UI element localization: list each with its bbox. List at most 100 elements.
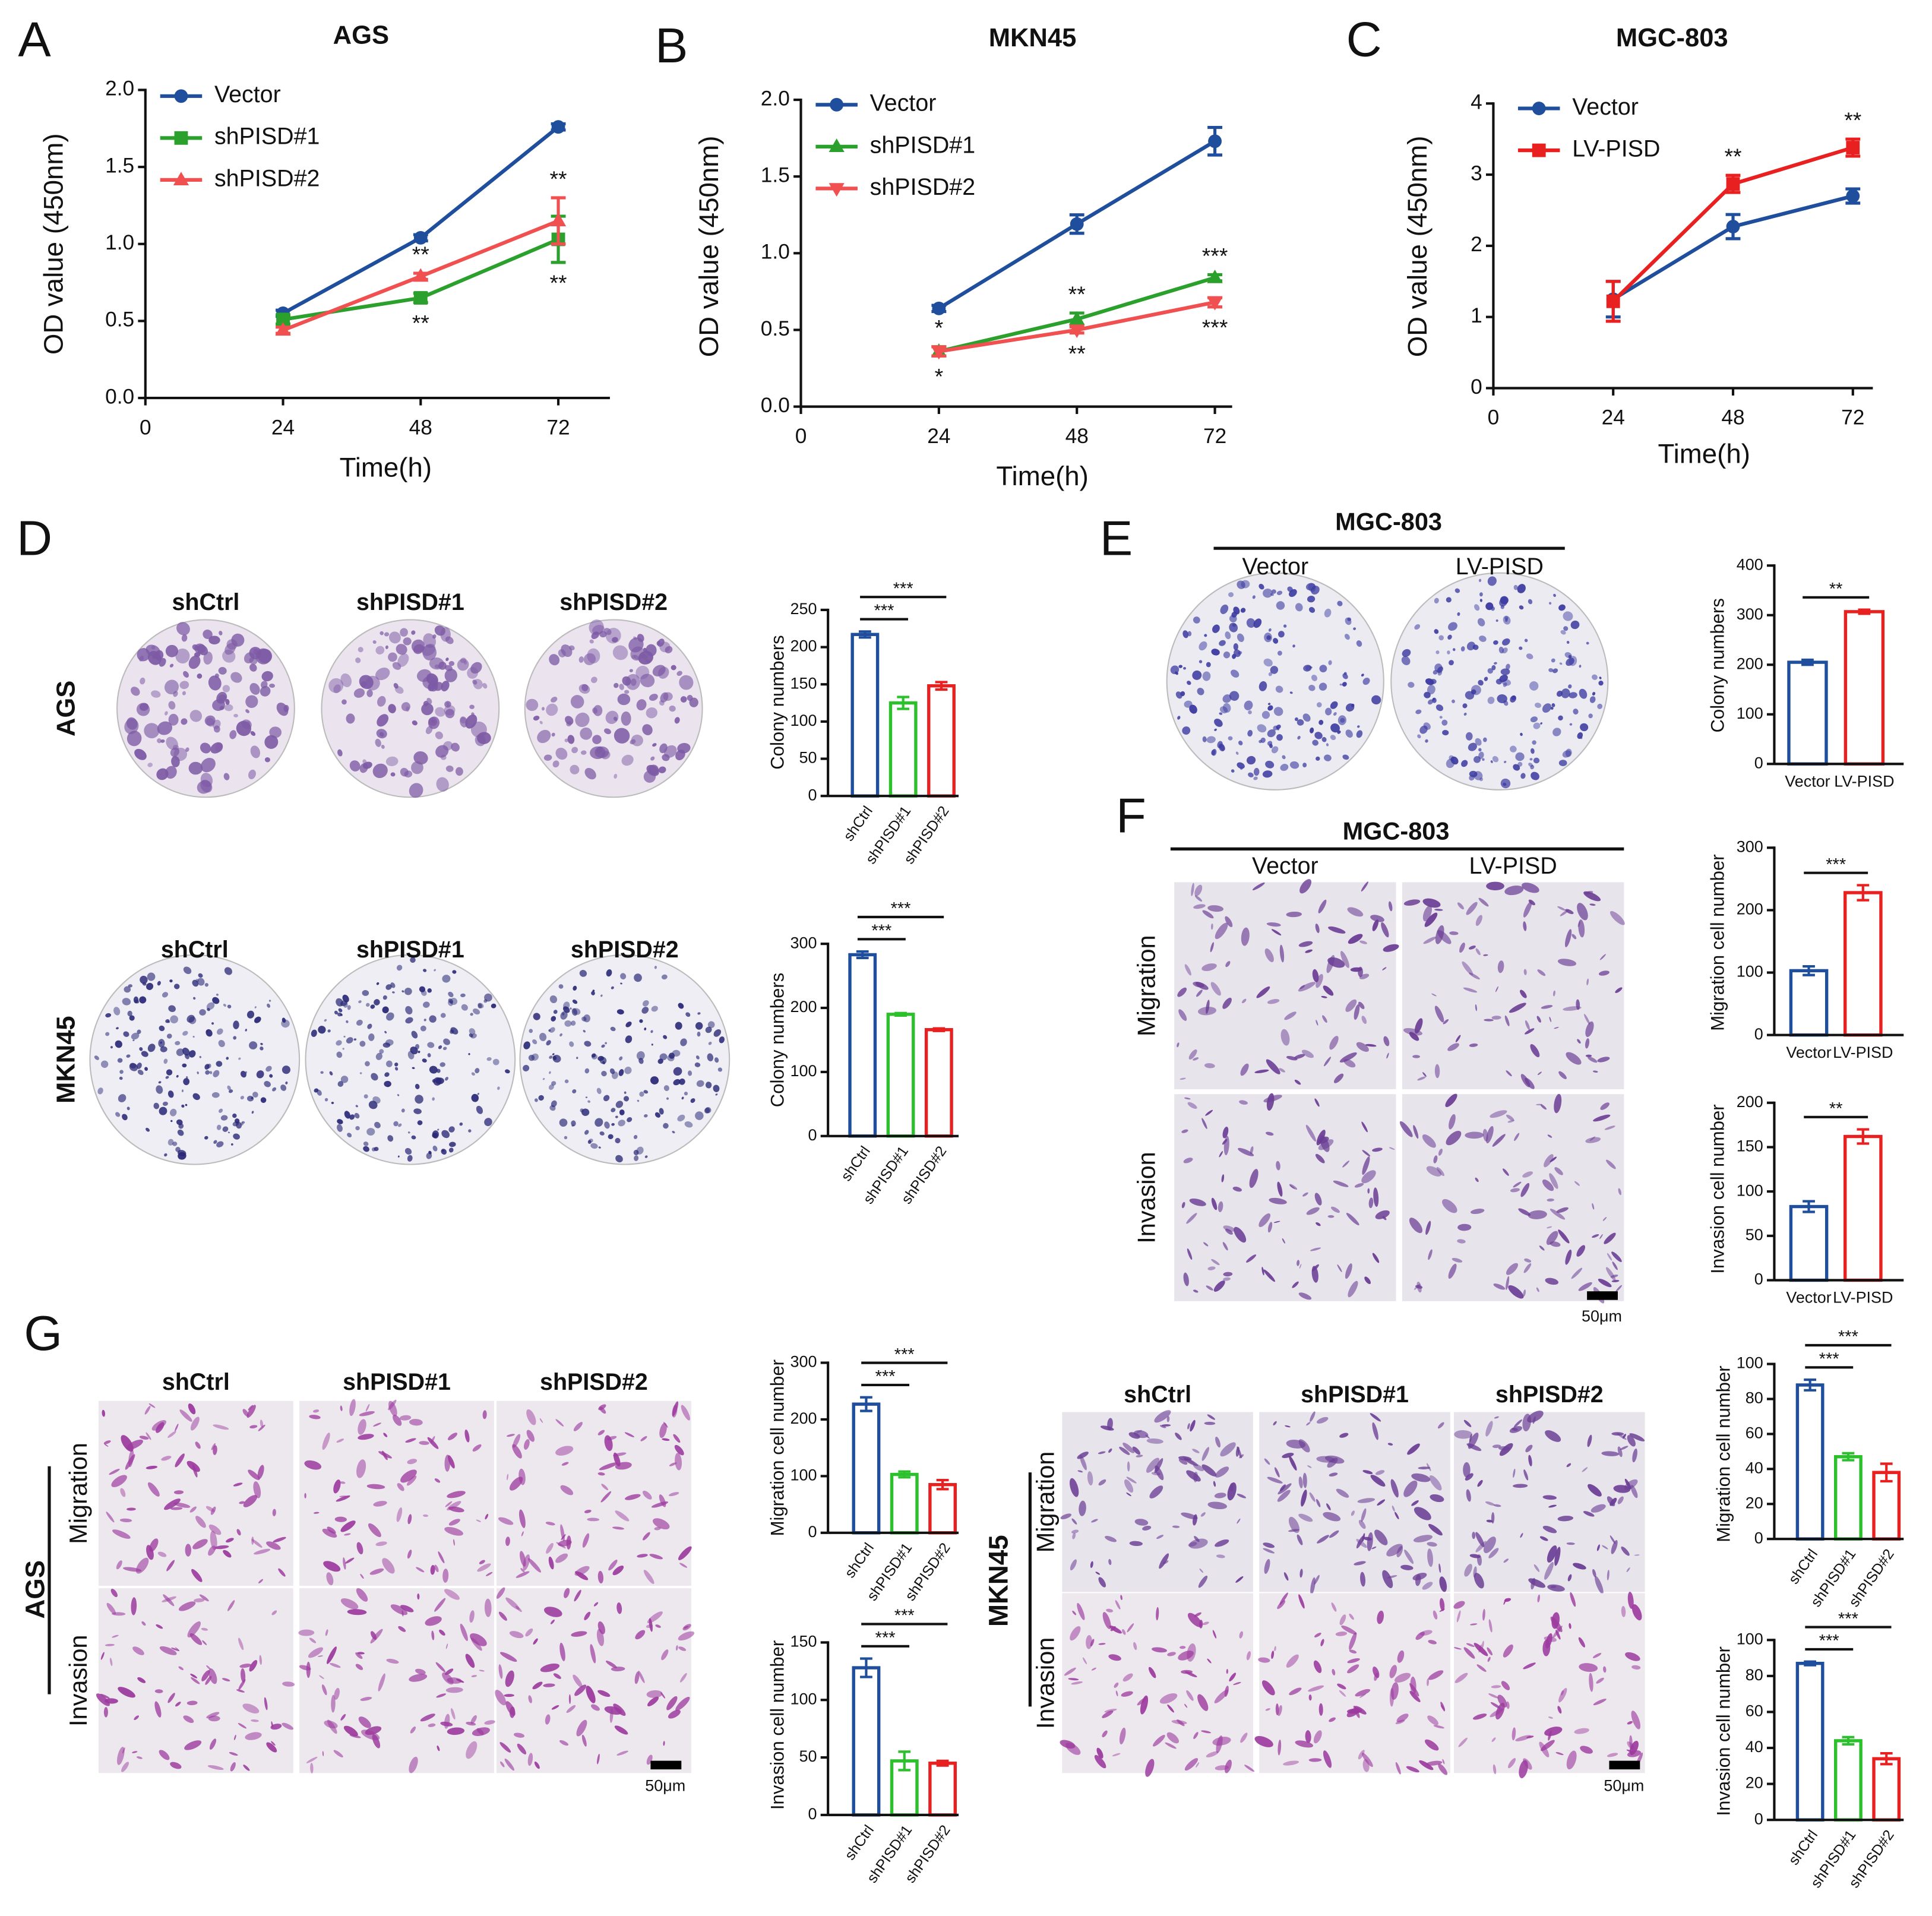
cell (1187, 631, 1192, 637)
cell (696, 1080, 704, 1087)
cell (340, 1076, 349, 1083)
cell (141, 1621, 146, 1626)
cell (146, 1432, 151, 1440)
cell (1472, 1532, 1476, 1539)
cell (1265, 1131, 1274, 1136)
cell (1302, 1192, 1308, 1197)
cell (1585, 1038, 1590, 1049)
cell (1448, 622, 1457, 631)
cell (1439, 1598, 1445, 1611)
cell (1441, 719, 1448, 726)
panel-label: E (1100, 511, 1133, 566)
cell (1523, 1469, 1529, 1481)
cell (1493, 1283, 1506, 1290)
cell (678, 1003, 684, 1009)
cell (144, 1067, 148, 1071)
cell (1222, 1139, 1228, 1145)
cell (1601, 1451, 1620, 1456)
cell (322, 1528, 337, 1538)
cell (631, 734, 643, 747)
cell (233, 714, 239, 717)
cell (175, 648, 190, 664)
cell (549, 1071, 551, 1074)
cell (1286, 1654, 1299, 1668)
cell (641, 655, 648, 660)
cell (165, 766, 177, 779)
cell (1454, 1430, 1472, 1439)
cell (617, 693, 631, 706)
y-axis-label: Invasion cell number (1707, 1104, 1728, 1273)
cell (192, 1539, 208, 1550)
cell (575, 1571, 589, 1580)
cell (222, 1126, 229, 1132)
cell (1459, 942, 1465, 953)
cell (317, 1655, 323, 1657)
cell (595, 746, 609, 758)
cell (1310, 1411, 1316, 1422)
cell (1220, 604, 1229, 614)
cell (1318, 1139, 1334, 1150)
cell (1248, 710, 1252, 714)
cell (539, 1032, 547, 1042)
cell (1298, 941, 1313, 947)
cell (1377, 1499, 1386, 1506)
cell (269, 683, 276, 688)
cell (498, 1611, 507, 1621)
cell (471, 1093, 479, 1102)
cell (1215, 1466, 1229, 1478)
cell (154, 1689, 163, 1693)
micrograph (1174, 879, 1399, 1089)
cell (1425, 1221, 1431, 1235)
cell (1548, 1716, 1553, 1719)
cell (542, 707, 545, 711)
cell (212, 719, 221, 729)
cell (1306, 1207, 1320, 1215)
cell (378, 1673, 385, 1691)
cell (1471, 685, 1481, 695)
cell (505, 1536, 510, 1546)
cell (416, 669, 432, 682)
cell (1177, 987, 1187, 997)
cell (1339, 1433, 1349, 1438)
cell (1206, 736, 1216, 744)
cell (1501, 1681, 1510, 1690)
cell (633, 1150, 639, 1156)
cell (1215, 1765, 1229, 1770)
cell (299, 1665, 311, 1671)
cell (324, 1098, 328, 1102)
field (1174, 1094, 1396, 1301)
cell (1145, 1434, 1150, 1439)
cell (1267, 729, 1276, 738)
cell (1240, 1732, 1248, 1743)
cell (1536, 1287, 1539, 1292)
cell (1098, 1577, 1106, 1588)
significance: *** (875, 1629, 896, 1648)
marker (413, 291, 428, 305)
cell (451, 1708, 456, 1720)
cell (1284, 1011, 1297, 1020)
cell (1265, 1708, 1270, 1711)
cell (1280, 764, 1289, 772)
cell (1550, 706, 1554, 710)
legend-label: Vector (214, 81, 281, 108)
cell (635, 1630, 646, 1640)
cell (614, 728, 630, 744)
cell (1558, 715, 1563, 721)
cell (216, 1061, 223, 1067)
cell (585, 1096, 588, 1098)
cell (1592, 1203, 1595, 1210)
cell (342, 699, 347, 705)
cell (363, 1142, 369, 1146)
cell (359, 1411, 375, 1417)
cell (1316, 1222, 1321, 1226)
cell (156, 1422, 165, 1433)
cell (331, 1694, 336, 1713)
cell (314, 1512, 320, 1514)
cell (1254, 1069, 1269, 1073)
significance: * (935, 315, 944, 340)
cell (587, 1100, 591, 1103)
cell (678, 1646, 687, 1651)
cell (1233, 1681, 1241, 1686)
cell (1604, 1232, 1616, 1244)
cell (206, 1712, 220, 1719)
